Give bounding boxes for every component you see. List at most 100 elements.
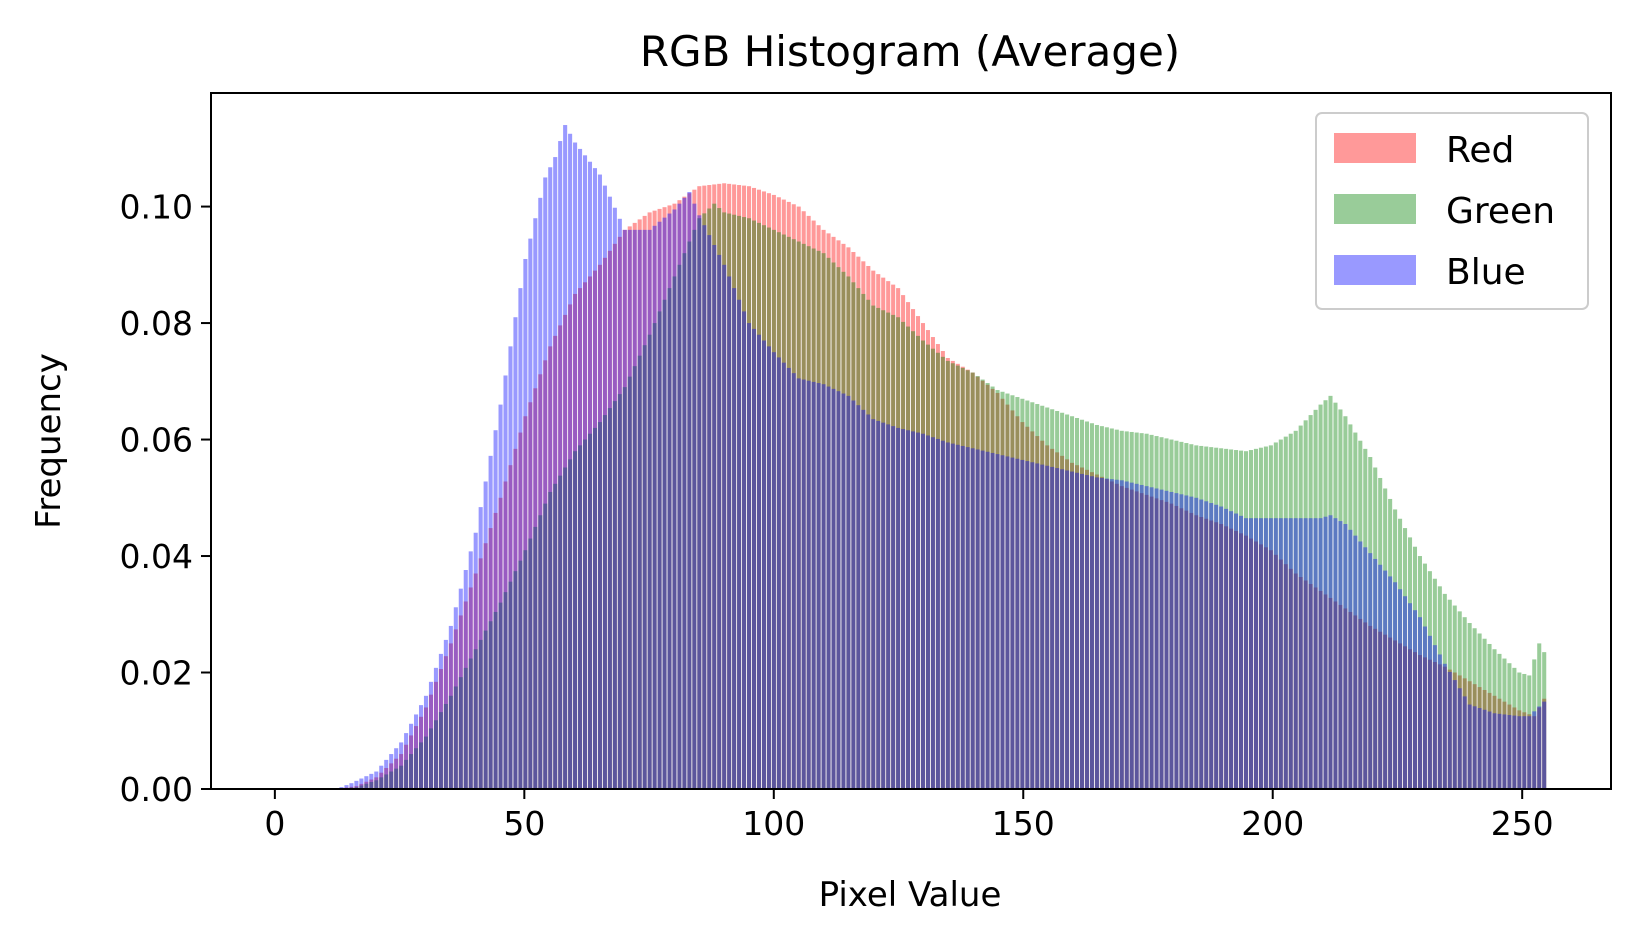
bar-blue	[1040, 464, 1045, 789]
bar-green	[493, 611, 498, 789]
bar-blue	[990, 452, 995, 789]
bar-green	[886, 312, 891, 789]
bar-blue	[702, 225, 707, 789]
bar-red	[1338, 604, 1343, 789]
bar-red	[1537, 707, 1542, 789]
bar-blue	[1358, 541, 1363, 789]
bar-red	[379, 772, 384, 789]
bar-red	[1313, 587, 1318, 789]
bar-green	[1338, 409, 1343, 789]
bar-green	[965, 370, 970, 789]
series-red	[339, 183, 1547, 790]
bar-red	[1452, 672, 1457, 789]
bar-blue	[1527, 716, 1532, 789]
legend-swatch-blue	[1334, 255, 1416, 285]
bar-green	[1035, 404, 1040, 789]
bar-red	[443, 656, 448, 789]
bar-green	[930, 348, 935, 789]
bar-green	[1214, 447, 1219, 789]
bar-green	[1363, 448, 1368, 789]
bar-red	[1089, 472, 1094, 789]
bar-green	[1139, 433, 1144, 789]
bar-red	[891, 284, 896, 789]
bar-green	[443, 703, 448, 789]
bar-green	[856, 288, 861, 789]
bar-green	[1278, 439, 1283, 789]
bar-blue	[841, 393, 846, 789]
bar-green	[677, 264, 682, 789]
bar-green	[553, 483, 558, 789]
bar-green	[950, 363, 955, 789]
bar-blue	[970, 448, 975, 789]
bar-green	[1412, 546, 1418, 789]
x-tick-label: 100	[742, 804, 805, 843]
bar-blue	[1045, 465, 1050, 789]
bar-blue	[1492, 713, 1497, 789]
bar-red	[354, 786, 359, 789]
bar-red	[493, 512, 498, 789]
bar-green	[722, 212, 727, 789]
bar-blue	[737, 299, 742, 789]
bar-blue	[1308, 518, 1313, 789]
bar-green	[1109, 428, 1114, 789]
bar-red	[1055, 452, 1060, 789]
bar-blue	[1099, 477, 1104, 789]
bar-blue	[1383, 570, 1388, 789]
bar-green	[573, 451, 578, 789]
chart-title: RGB Histogram (Average)	[640, 27, 1180, 76]
y-tick-label: 0.08	[120, 304, 193, 343]
legend: Red Green Blue	[1315, 112, 1589, 310]
bar-blue	[722, 264, 727, 789]
bar-blue	[876, 420, 881, 789]
bar-blue	[955, 444, 960, 789]
bar-green	[980, 379, 985, 789]
bar-blue	[493, 430, 498, 789]
bar-blue	[414, 714, 419, 789]
bar-blue	[901, 429, 906, 789]
bar-green	[975, 376, 980, 789]
bar-blue	[896, 427, 901, 789]
bar-red	[1045, 445, 1050, 789]
bar-red	[538, 374, 543, 789]
bar-green	[727, 213, 732, 789]
axes-frame	[210, 92, 1612, 790]
bar-blue	[1209, 503, 1214, 789]
bar-green	[1373, 467, 1378, 789]
bar-blue	[498, 404, 503, 789]
bar-blue	[861, 409, 866, 789]
bar-red	[1050, 448, 1055, 789]
bar-green	[1427, 571, 1432, 789]
bar-red	[548, 346, 553, 789]
bar-red	[915, 316, 921, 789]
bar-blue	[1328, 515, 1333, 789]
bar-red	[1189, 512, 1194, 789]
bar-red	[1462, 678, 1467, 789]
bar-green	[1383, 488, 1388, 789]
bar-green	[836, 267, 841, 789]
bar-red	[911, 309, 916, 789]
bar-green	[1417, 556, 1422, 789]
bar-blue	[379, 765, 384, 789]
bar-green	[637, 355, 642, 789]
y-tick-label: 0.10	[120, 188, 193, 227]
bar-red	[1482, 689, 1487, 789]
bar-green	[1502, 658, 1507, 789]
bar-green	[1169, 439, 1174, 789]
bar-blue	[945, 442, 950, 789]
bar-red	[1214, 522, 1219, 789]
bar-green	[990, 386, 995, 789]
bar-red	[1169, 503, 1174, 789]
bar-green	[896, 317, 901, 789]
bar-red	[568, 304, 573, 789]
bar-blue	[1273, 518, 1278, 789]
bar-blue	[1422, 626, 1427, 789]
bar-blue	[925, 435, 930, 789]
bar-blue	[1263, 518, 1268, 789]
bar-green	[1328, 395, 1333, 789]
bar-blue	[1417, 617, 1422, 789]
bar-blue	[1338, 521, 1343, 789]
bar-blue	[781, 362, 786, 789]
bar-blue	[831, 388, 836, 789]
bar-blue	[1293, 518, 1298, 789]
bar-green	[985, 383, 990, 789]
